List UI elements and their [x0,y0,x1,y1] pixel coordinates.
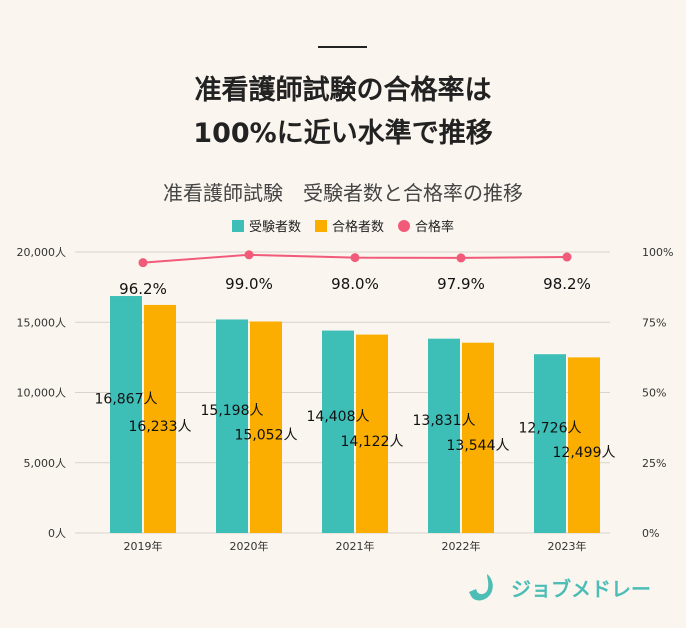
pass-rate-point [138,258,148,268]
pass-rate-point [562,252,572,262]
data-label: 12,499人 [553,445,616,461]
x-tick-label: 2019年 [124,539,163,553]
data-label: 15,052人 [235,427,298,443]
legend-swatch [231,219,244,232]
bar-examinees [110,296,142,533]
bar-examinees [216,319,248,533]
data-label: 14,408人 [307,409,370,425]
pass-rate-label: 97.9% [437,275,485,293]
bar-passers [144,304,176,533]
title-divider [318,46,367,48]
x-tick-label: 2020年 [230,539,269,553]
pass-rate-point [456,253,466,263]
headline-line1: 准看護師試験の合格率は [194,75,492,106]
legend-item-passers: 合格者数 [314,216,384,235]
data-label: 13,544人 [447,438,510,454]
y-left-tick: 5,000人 [24,457,67,470]
data-label: 14,122人 [341,434,404,450]
bar-passers [462,342,494,533]
legend-item-pass-rate: 合格率 [398,216,454,235]
legend: 受験者数 合格者数 合格率 [0,216,686,235]
data-label: 15,198人 [201,403,264,419]
legend-swatch [314,219,327,232]
data-label: 16,233人 [129,419,192,435]
legend-label: 受験者数 [248,220,301,235]
logo-mark-icon [469,574,493,601]
y-left-tick: 10,000人 [17,387,67,400]
bar-passers [356,334,388,533]
y-right-tick: 0% [642,527,659,540]
data-label: 16,867人 [95,392,158,408]
logo-text: ジョブメドレー [511,576,651,601]
bar-passers [568,357,600,533]
y-left-tick: 20,000人 [17,246,67,259]
pass-rate-label: 96.2% [119,280,167,298]
legend-swatch [398,219,410,232]
x-tick-label: 2021年 [336,539,375,553]
pass-rate-point [244,250,254,260]
pass-rate-label: 98.2% [543,275,591,293]
y-left-tick: 0人 [48,527,66,540]
x-tick-label: 2023年 [548,539,587,553]
y-right-tick: 100% [642,246,673,259]
headline-line2: 100%に近い水準で推移 [193,118,493,149]
pass-rate-label: 99.0% [225,275,273,293]
y-left-tick: 15,000人 [17,316,67,329]
logo: ジョブメドレー [467,572,651,602]
bar-passers [250,321,282,533]
bar-examinees [428,338,460,533]
legend-item-examinees: 受験者数 [231,216,301,235]
bar-examinees [534,354,566,533]
pass-rate-point [350,253,360,263]
bar-examinees [322,330,354,533]
y-right-tick: 50% [642,387,666,400]
y-right-tick: 25% [642,457,666,470]
data-label: 12,726人 [519,421,582,437]
y-right-tick: 75% [642,316,666,329]
pass-rate-label: 98.0% [331,275,379,293]
chart-title: 准看護師試験 受験者数と合格率の推移 [163,181,523,205]
x-tick-label: 2022年 [442,539,481,553]
data-label: 13,831人 [413,413,476,429]
legend-label: 合格者数 [331,220,384,235]
legend-label: 合格率 [415,220,455,235]
